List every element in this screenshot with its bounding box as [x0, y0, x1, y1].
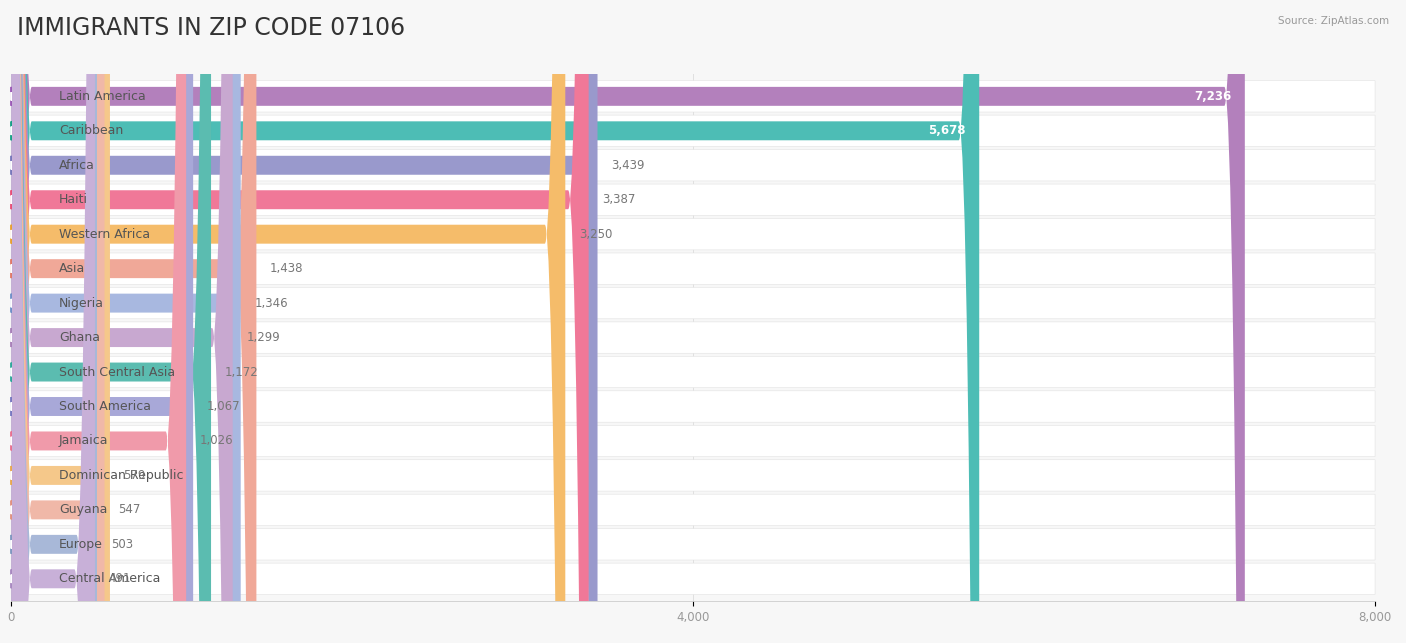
Text: 503: 503: [111, 538, 132, 551]
Text: Haiti: Haiti: [59, 194, 89, 206]
FancyBboxPatch shape: [11, 150, 1375, 181]
FancyBboxPatch shape: [11, 80, 1375, 112]
FancyBboxPatch shape: [11, 0, 979, 643]
FancyBboxPatch shape: [11, 529, 1375, 560]
FancyBboxPatch shape: [11, 0, 104, 643]
Text: Western Africa: Western Africa: [59, 228, 150, 240]
Text: South America: South America: [59, 400, 150, 413]
Text: 1,299: 1,299: [246, 331, 280, 344]
Text: 5,678: 5,678: [928, 124, 966, 138]
FancyBboxPatch shape: [11, 322, 1375, 353]
FancyBboxPatch shape: [11, 184, 1375, 215]
Text: Dominican Republic: Dominican Republic: [59, 469, 183, 482]
FancyBboxPatch shape: [11, 0, 110, 643]
FancyBboxPatch shape: [11, 0, 1244, 643]
FancyBboxPatch shape: [11, 0, 598, 643]
FancyBboxPatch shape: [11, 494, 1375, 525]
FancyBboxPatch shape: [11, 356, 1375, 388]
Text: 1,026: 1,026: [200, 435, 233, 448]
Text: Latin America: Latin America: [59, 90, 146, 103]
FancyBboxPatch shape: [11, 0, 193, 643]
FancyBboxPatch shape: [11, 287, 1375, 319]
Text: South Central Asia: South Central Asia: [59, 365, 176, 379]
FancyBboxPatch shape: [11, 0, 565, 643]
FancyBboxPatch shape: [11, 0, 256, 643]
FancyBboxPatch shape: [11, 0, 97, 643]
Text: 1,346: 1,346: [254, 296, 288, 310]
Text: 3,250: 3,250: [579, 228, 613, 240]
FancyBboxPatch shape: [11, 0, 96, 643]
FancyBboxPatch shape: [11, 563, 1375, 595]
Text: Guyana: Guyana: [59, 503, 107, 516]
FancyBboxPatch shape: [11, 0, 233, 643]
Text: 7,236: 7,236: [1194, 90, 1232, 103]
FancyBboxPatch shape: [11, 115, 1375, 147]
Text: Asia: Asia: [59, 262, 86, 275]
Text: Europe: Europe: [59, 538, 103, 551]
Text: Caribbean: Caribbean: [59, 124, 124, 138]
FancyBboxPatch shape: [11, 0, 589, 643]
Text: 3,439: 3,439: [612, 159, 645, 172]
FancyBboxPatch shape: [11, 391, 1375, 422]
Text: 3,387: 3,387: [602, 194, 636, 206]
Text: 1,172: 1,172: [225, 365, 259, 379]
Text: Ghana: Ghana: [59, 331, 100, 344]
Text: 1,067: 1,067: [207, 400, 240, 413]
Text: 547: 547: [118, 503, 141, 516]
Text: Source: ZipAtlas.com: Source: ZipAtlas.com: [1278, 16, 1389, 26]
FancyBboxPatch shape: [11, 0, 211, 643]
FancyBboxPatch shape: [11, 219, 1375, 250]
Text: Africa: Africa: [59, 159, 94, 172]
FancyBboxPatch shape: [11, 253, 1375, 284]
Text: Central America: Central America: [59, 572, 160, 585]
Text: 579: 579: [124, 469, 146, 482]
Text: IMMIGRANTS IN ZIP CODE 07106: IMMIGRANTS IN ZIP CODE 07106: [17, 16, 405, 40]
Text: Nigeria: Nigeria: [59, 296, 104, 310]
FancyBboxPatch shape: [11, 0, 186, 643]
Text: 1,438: 1,438: [270, 262, 304, 275]
Text: 491: 491: [108, 572, 131, 585]
FancyBboxPatch shape: [11, 0, 240, 643]
FancyBboxPatch shape: [11, 460, 1375, 491]
Text: Jamaica: Jamaica: [59, 435, 108, 448]
FancyBboxPatch shape: [11, 425, 1375, 457]
